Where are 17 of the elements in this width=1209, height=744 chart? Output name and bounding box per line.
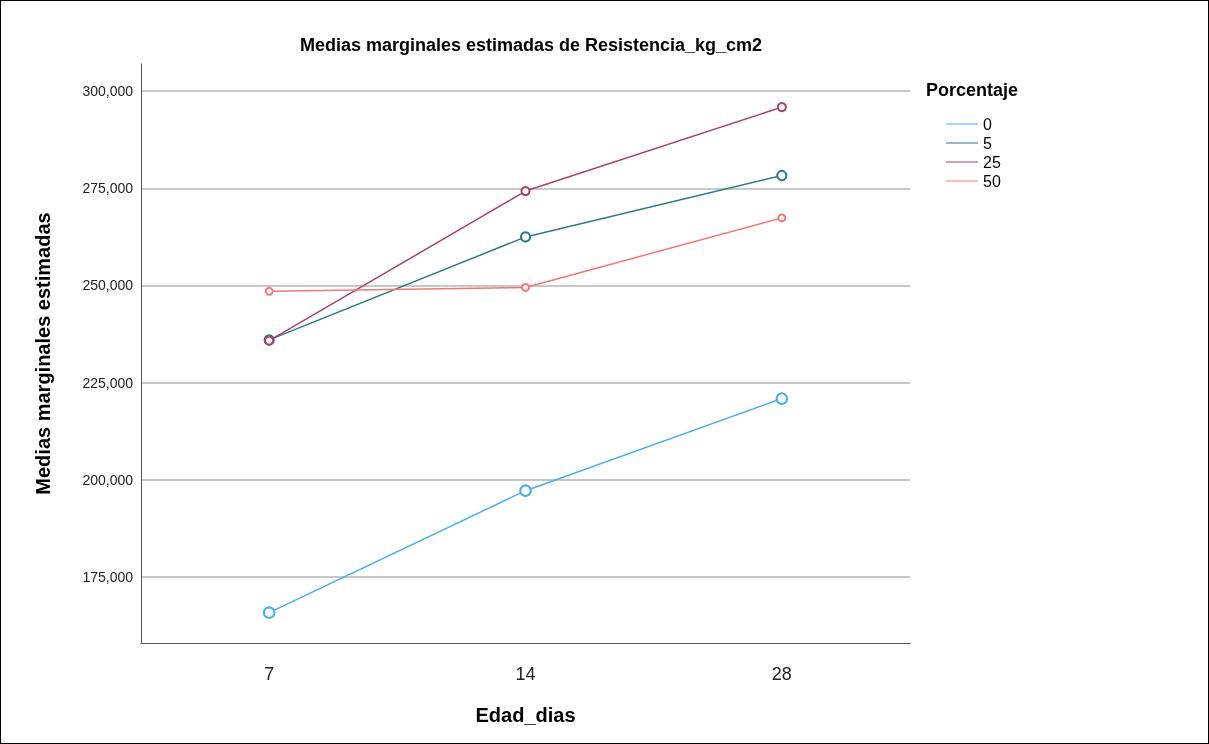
x-tick-label: 28 <box>771 664 792 684</box>
y-tick-label: 300,000 <box>82 83 134 100</box>
x-tick-label: 14 <box>515 664 536 684</box>
y-tick-label: 200,000 <box>82 471 134 488</box>
y-tick-label: 175,000 <box>82 568 134 585</box>
y-axis-title: Medias marginales estimadas <box>32 212 54 495</box>
legend-title: Porcentaje <box>926 80 1019 100</box>
x-axis-title: Edad_dias <box>475 704 576 726</box>
legend-label: 50 <box>983 172 1001 190</box>
y-tick-label: 250,000 <box>82 277 134 294</box>
y-tick-label: 275,000 <box>82 180 134 197</box>
chart-title: Medias marginales estimadas de Resistencia_kg_cm2 <box>299 35 763 55</box>
legend-label: 5 <box>983 134 992 152</box>
y-tick-label: 225,000 <box>82 374 134 391</box>
x-tick-label: 7 <box>264 664 275 684</box>
legend-label: 0 <box>983 115 992 133</box>
legend-label: 25 <box>983 153 1001 171</box>
